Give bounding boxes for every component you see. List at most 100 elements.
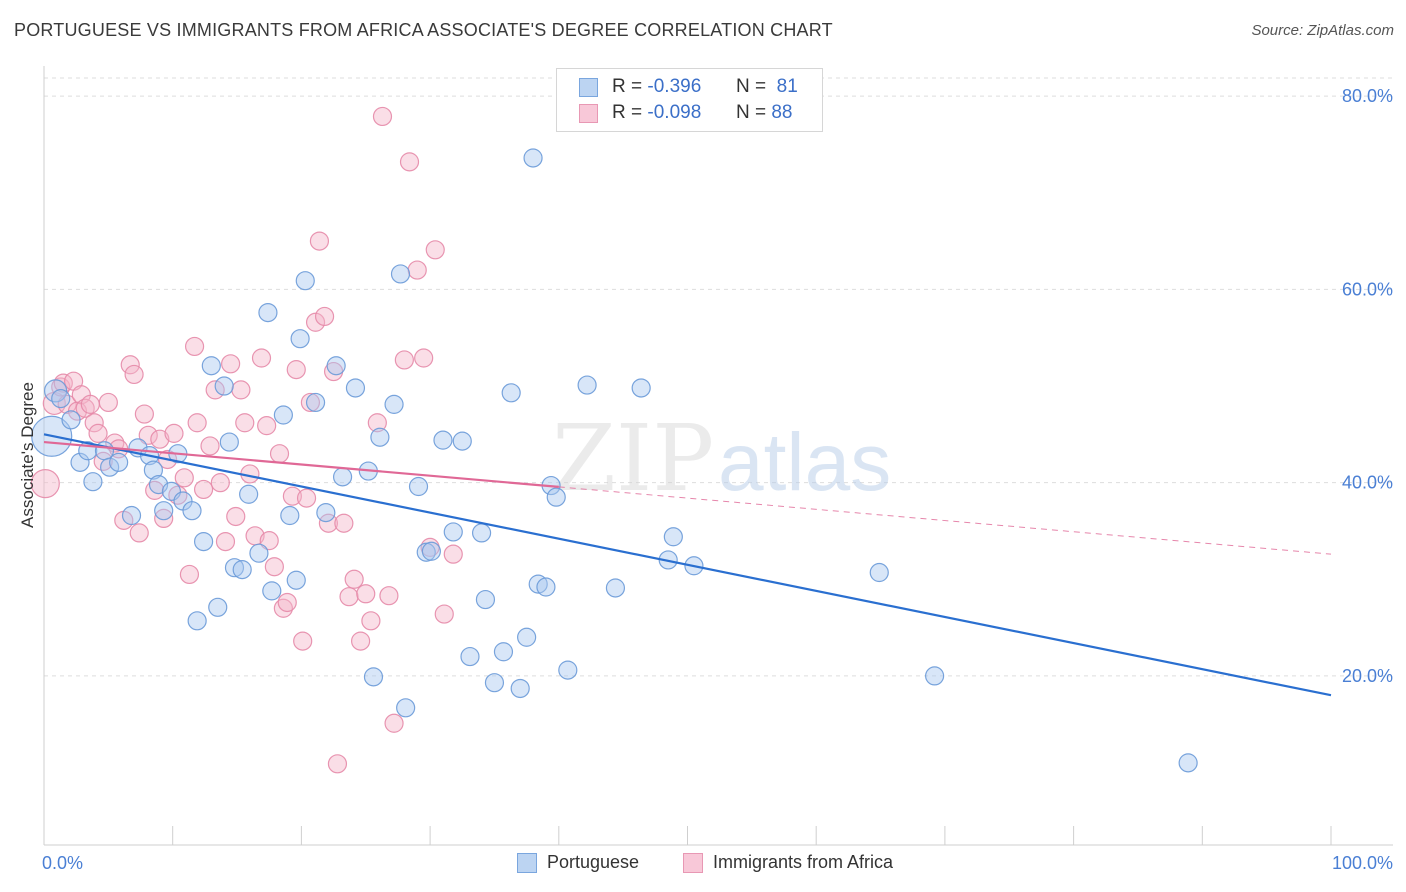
series-label-portuguese: Portuguese [547, 852, 640, 872]
portuguese-trend-line [43, 433, 1332, 697]
portuguese-point [408, 476, 429, 497]
portuguese-point [182, 501, 202, 521]
africa-point [150, 429, 170, 449]
africa-point [164, 423, 184, 443]
portuguese-point [631, 378, 651, 398]
portuguese-point [224, 558, 245, 578]
portuguese-point [510, 678, 530, 699]
africa-point [98, 392, 118, 413]
watermark-atlas: atlas [718, 417, 891, 508]
africa-point [296, 488, 317, 508]
africa-point [210, 473, 230, 493]
africa-point [407, 260, 427, 280]
africa-point [293, 631, 313, 651]
portuguese-point [326, 356, 346, 376]
africa-point [200, 436, 220, 456]
africa-point [187, 413, 207, 433]
portuguese-point [501, 383, 521, 403]
africa-point [80, 394, 100, 414]
x-tick-label-min: 0.0% [42, 853, 83, 873]
series-legend-portuguese: Portuguese [517, 852, 639, 873]
portuguese-point [523, 148, 543, 168]
y-tick-labels: 20.0% 40.0% 60.0% 80.0% [1342, 86, 1393, 686]
portuguese-points [31, 148, 1198, 773]
africa-point [251, 348, 272, 368]
x-tick-label-max: 100.0% [1332, 853, 1393, 873]
portuguese-point [332, 467, 353, 487]
portuguese-point [396, 698, 416, 718]
africa-point [443, 544, 463, 564]
portuguese-point [471, 523, 492, 543]
africa-point [286, 360, 306, 380]
legend-r-value: -0.098 [647, 102, 702, 123]
y-tick-label: 80.0% [1342, 86, 1393, 106]
portuguese-point [605, 578, 626, 598]
africa-trend-line [43, 440, 559, 489]
portuguese-point [83, 472, 103, 492]
portuguese-point [493, 642, 514, 662]
portuguese-point [214, 376, 234, 396]
portuguese-point [345, 378, 366, 398]
africa-point [221, 354, 241, 374]
portuguese-point [286, 570, 306, 590]
portuguese-point [61, 410, 81, 430]
portuguese-point [219, 432, 239, 452]
africa-point [88, 423, 108, 443]
africa-point [300, 392, 321, 413]
axes [43, 66, 1393, 846]
portuguese-point [262, 581, 282, 601]
portuguese-point [558, 660, 578, 680]
africa-point [414, 348, 434, 368]
portuguese-point [925, 666, 945, 686]
africa-point [277, 592, 297, 613]
correlation-legend: R = -0.396 N = 81 R = -0.098 N = 88 [556, 68, 823, 132]
africa-point [226, 506, 246, 527]
portuguese-point [663, 527, 683, 547]
portuguese-point [290, 329, 310, 349]
trend-lines [43, 433, 1332, 697]
watermark-zip: ZIP [552, 405, 714, 512]
y-tick-label: 40.0% [1342, 473, 1393, 493]
africa-point [351, 631, 371, 651]
portuguese-point [109, 452, 129, 472]
series-legend: Portuguese Immigrants from Africa [0, 852, 1406, 878]
portuguese-point [460, 646, 480, 667]
legend-r-label: R = [612, 76, 643, 97]
portuguese-point [536, 577, 556, 597]
legend-row-africa: R = -0.098 N = 88 [579, 101, 792, 125]
africa-points [30, 106, 463, 774]
chart-title: PORTUGUESE VS IMMIGRANTS FROM AFRICA ASS… [14, 20, 833, 40]
africa-point [384, 713, 404, 733]
portuguese-point [187, 611, 207, 631]
portuguese-point [273, 405, 293, 425]
africa-point [84, 413, 104, 433]
series-swatch-portuguese [517, 852, 537, 873]
y-axis-label: Associate's Degree [18, 382, 37, 528]
africa-point [154, 508, 174, 529]
africa-point [138, 425, 158, 445]
portuguese-point [528, 574, 548, 594]
portuguese-point [201, 356, 221, 376]
portuguese-point [433, 430, 453, 450]
africa-point [269, 444, 290, 464]
africa-point [361, 611, 381, 631]
africa-point [193, 479, 214, 500]
portuguese-point [452, 431, 472, 451]
africa-point [129, 523, 149, 543]
africa-point [399, 152, 420, 172]
series-legend-africa: Immigrants from Africa [683, 852, 893, 873]
legend-swatch-portuguese [579, 77, 598, 97]
africa-point [174, 468, 194, 488]
portuguese-point [232, 560, 252, 580]
portuguese-point [143, 460, 163, 480]
portuguese-point [316, 503, 336, 523]
africa-point [134, 404, 154, 424]
africa-point [334, 513, 354, 533]
legend-row-portuguese: R = -0.396 N = 81 [579, 75, 798, 99]
africa-point [259, 531, 279, 551]
africa-point [309, 231, 330, 251]
legend-n-label: N = [735, 76, 767, 97]
africa-point [434, 604, 454, 624]
portuguese-point [193, 531, 214, 552]
legend-r-label: R = [612, 102, 643, 123]
